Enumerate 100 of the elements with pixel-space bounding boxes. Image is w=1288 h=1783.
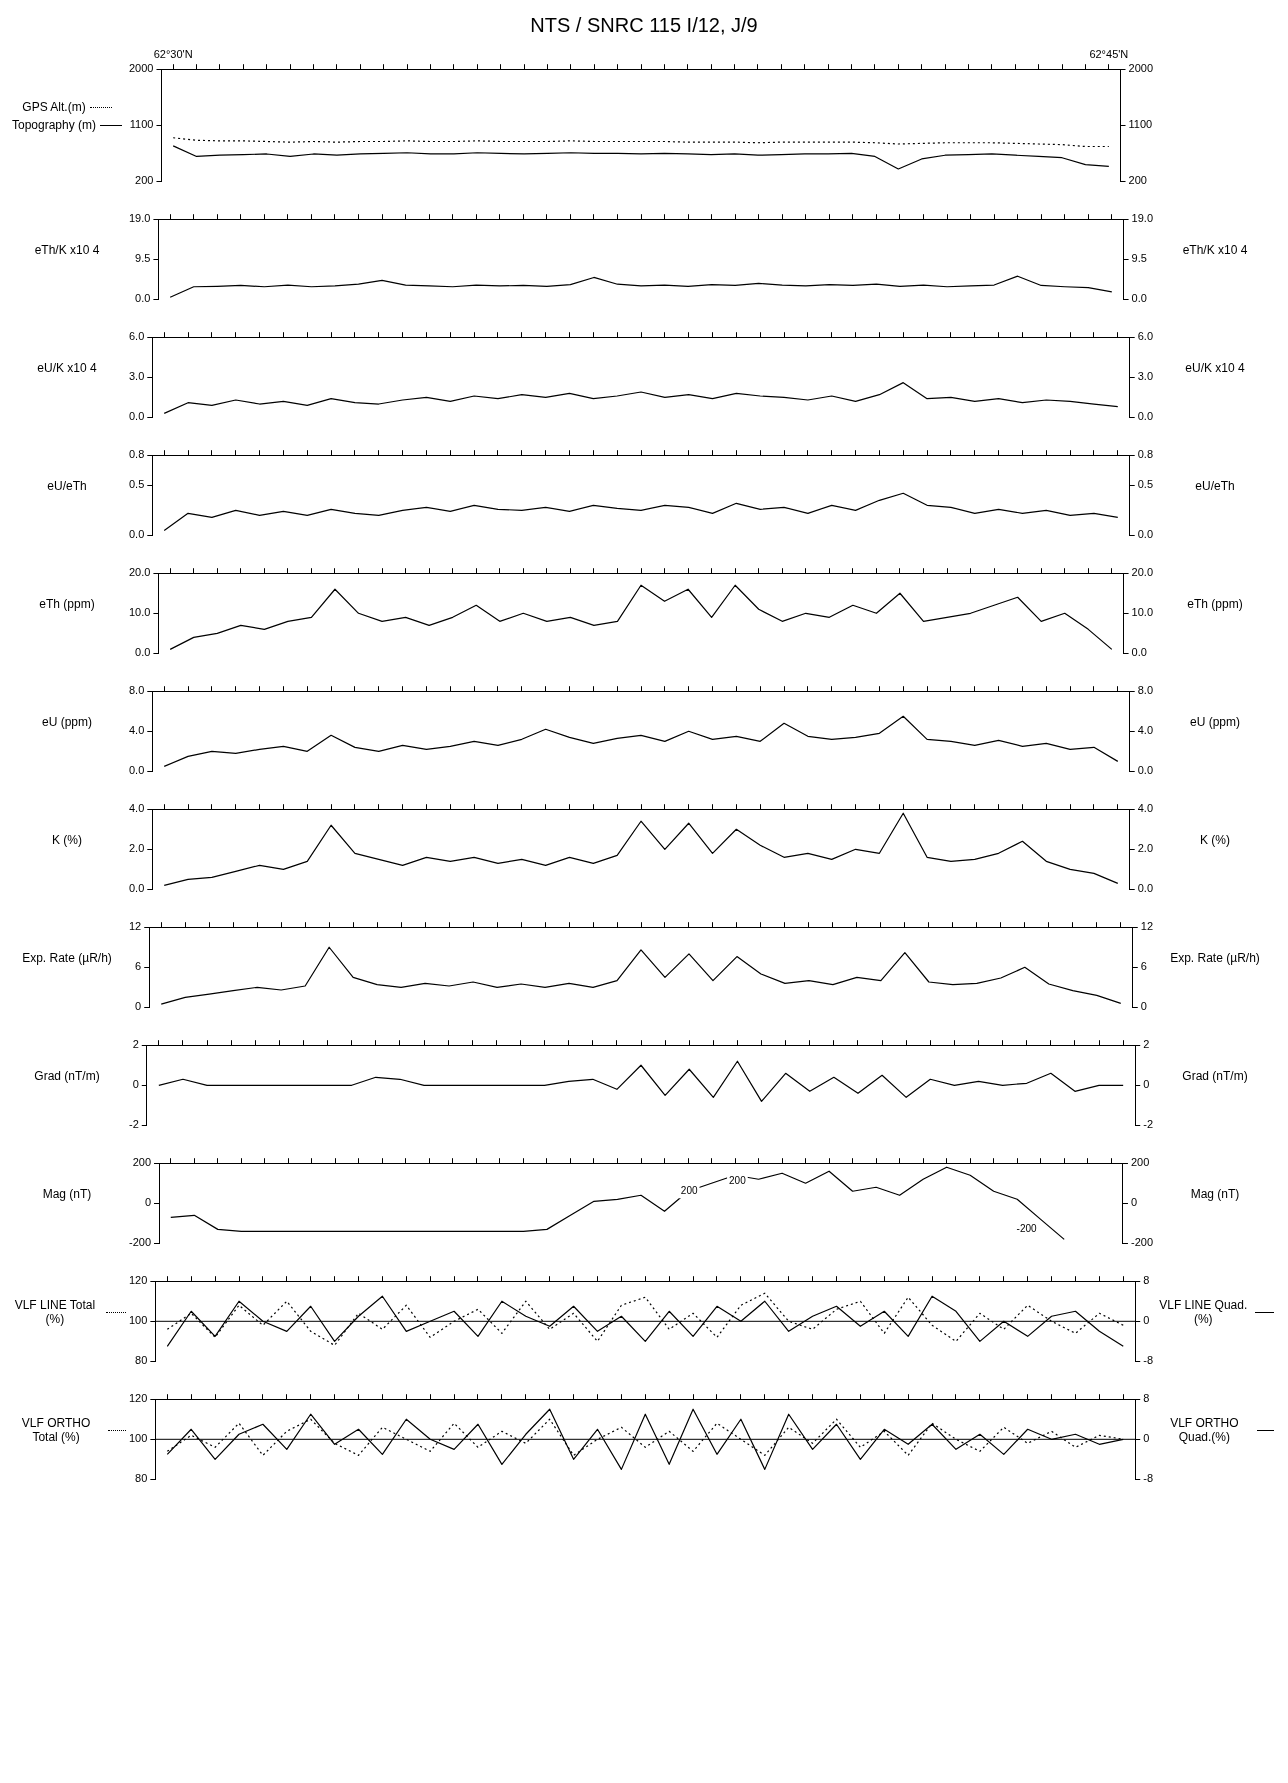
y2-tick-label: 0	[1143, 1432, 1150, 1445]
y-tick-label: 20.0	[128, 566, 151, 579]
y-axis-title: K (%)	[52, 833, 82, 847]
legend-label: GPS Alt.(m)	[22, 100, 86, 114]
y2-tick-label: 1100	[1128, 118, 1153, 131]
y2-axis-title: Grad (nT/m)	[1182, 1069, 1248, 1083]
y2-tick-label: 0	[1130, 1196, 1138, 1209]
y2-tick-label: 0.0	[1137, 410, 1154, 423]
y-tick-label: 0.0	[135, 292, 151, 305]
y2-tick-label: 0.5	[1137, 478, 1154, 491]
y-tick-label: 0	[135, 1000, 142, 1013]
y-tick-label: 100	[128, 1432, 148, 1445]
y2-tick-label: -2	[1143, 1118, 1153, 1131]
y2-axis-title: Exp. Rate (µR/h)	[1170, 951, 1260, 965]
y-tick-label: 3.0	[128, 370, 145, 383]
y2-tick-label: -8	[1143, 1472, 1153, 1485]
y2-axis-title: eTh (ppm)	[1187, 597, 1243, 611]
y-tick-label: 6	[135, 960, 142, 973]
y2-axis-title: Mag (nT)	[1190, 1187, 1240, 1201]
y-tick-label: 0.0	[135, 646, 151, 659]
y-tick-label: 4.0	[128, 802, 145, 815]
y-tick-label: 120	[128, 1392, 148, 1405]
y2-tick-label: 0.0	[1131, 292, 1147, 305]
y-tick-label: -200	[128, 1236, 152, 1249]
y2-tick-label: 6	[1140, 960, 1147, 973]
y2-tick-label: 8.0	[1137, 684, 1154, 697]
y2-tick-label: 20.0	[1131, 566, 1154, 579]
y-tick-label: -2	[129, 1118, 139, 1131]
y-tick-label: 8.0	[128, 684, 145, 697]
y2-tick-label: 4.0	[1137, 724, 1154, 737]
y-axis-title: eU/eTh	[47, 479, 87, 493]
y2-tick-label: -8	[1143, 1354, 1153, 1367]
y-axis-title: Exp. Rate (µR/h)	[22, 951, 112, 965]
y2-tick-label: 3.0	[1137, 370, 1154, 383]
y-tick-label: 12	[128, 920, 142, 933]
annotation: 200	[729, 1174, 747, 1186]
y-tick-label: 9.5	[135, 252, 151, 265]
x-tick-label: 62°45'N	[1089, 47, 1129, 60]
y2-tick-label: 0	[1143, 1314, 1150, 1327]
y2-tick-label: 200	[1128, 174, 1147, 187]
legend-label: VLF ORTHO Total (%)	[20, 1416, 92, 1444]
y-tick-label: 0.0	[128, 882, 145, 895]
y2-tick-label: 0	[1140, 1000, 1147, 1013]
y2-tick-label: 10.0	[1131, 606, 1154, 619]
legend-label: VLF LINE Total (%)	[13, 1298, 97, 1326]
y2-tick-label: 0.0	[1137, 528, 1154, 541]
annotation: -200	[1016, 1222, 1038, 1234]
y-axis-title: eU (ppm)	[41, 715, 92, 729]
y-tick-label: 0.0	[128, 528, 145, 541]
y-axis-title: eTh (ppm)	[39, 597, 95, 611]
y-axis-title: eTh/K x10 4	[34, 243, 100, 257]
y-tick-label: 19.0	[128, 212, 151, 225]
y-tick-label: 0.8	[128, 448, 145, 461]
y-tick-label: 4.0	[128, 724, 145, 737]
y-tick-label: 2000	[128, 62, 154, 75]
y2-tick-label: 9.5	[1131, 252, 1147, 265]
y2-tick-label: 6.0	[1137, 330, 1154, 343]
y2-axis-title: eU/eTh	[1195, 479, 1235, 493]
y2-tick-label: 4.0	[1137, 802, 1154, 815]
y2-tick-label: 2000	[1128, 62, 1154, 75]
legend-label: VLF LINE Quad.(%)	[1158, 1298, 1249, 1326]
y-tick-label: 2	[132, 1038, 139, 1051]
legend-label: Topography (m)	[11, 118, 97, 132]
y2-axis-title: eU (ppm)	[1189, 715, 1240, 729]
y2-tick-label: 8	[1143, 1392, 1150, 1405]
y2-tick-label: 0.0	[1137, 882, 1154, 895]
y-tick-label: 80	[135, 1472, 148, 1485]
y-axis-title: Grad (nT/m)	[34, 1069, 100, 1083]
y-tick-label: 0.0	[128, 410, 145, 423]
x-tick-label: 62°30'N	[153, 47, 193, 60]
y2-tick-label: 19.0	[1131, 212, 1154, 225]
y2-tick-label: 0	[1143, 1078, 1150, 1091]
y2-axis-title: eTh/K x10 4	[1182, 243, 1248, 257]
y-tick-label: 200	[132, 1156, 152, 1169]
y2-tick-label: 200	[1130, 1156, 1150, 1169]
y-tick-label: 80	[135, 1354, 148, 1367]
y-tick-label: 10.0	[128, 606, 151, 619]
y-tick-label: 200	[135, 174, 154, 187]
y2-tick-label: 8	[1143, 1274, 1150, 1287]
y2-tick-label: 0.0	[1137, 764, 1154, 777]
y-tick-label: 0	[144, 1196, 152, 1209]
legend-label: VLF ORTHO Quad.(%)	[1169, 1416, 1240, 1444]
chart-title: NTS / SNRC 115 I/12, J/9	[529, 13, 759, 38]
y-tick-label: 1100	[129, 118, 154, 131]
y-tick-label: 100	[128, 1314, 148, 1327]
y2-tick-label: 2	[1143, 1038, 1150, 1051]
y2-tick-label: 0.8	[1137, 448, 1154, 461]
y-tick-label: 0.0	[128, 764, 145, 777]
y-axis-title: eU/K x10 4	[37, 361, 97, 375]
y-tick-label: 6.0	[128, 330, 145, 343]
y2-tick-label: 0.0	[1131, 646, 1147, 659]
y2-axis-title: eU/K x10 4	[1185, 361, 1245, 375]
y-tick-label: 0.5	[128, 478, 145, 491]
y2-axis-title: K (%)	[1200, 833, 1230, 847]
y-tick-label: 120	[128, 1274, 148, 1287]
y-tick-label: 0	[132, 1078, 139, 1091]
y2-tick-label: 12	[1140, 920, 1154, 933]
y2-tick-label: 2.0	[1137, 842, 1154, 855]
y-tick-label: 2.0	[128, 842, 145, 855]
y2-tick-label: -200	[1130, 1236, 1154, 1249]
